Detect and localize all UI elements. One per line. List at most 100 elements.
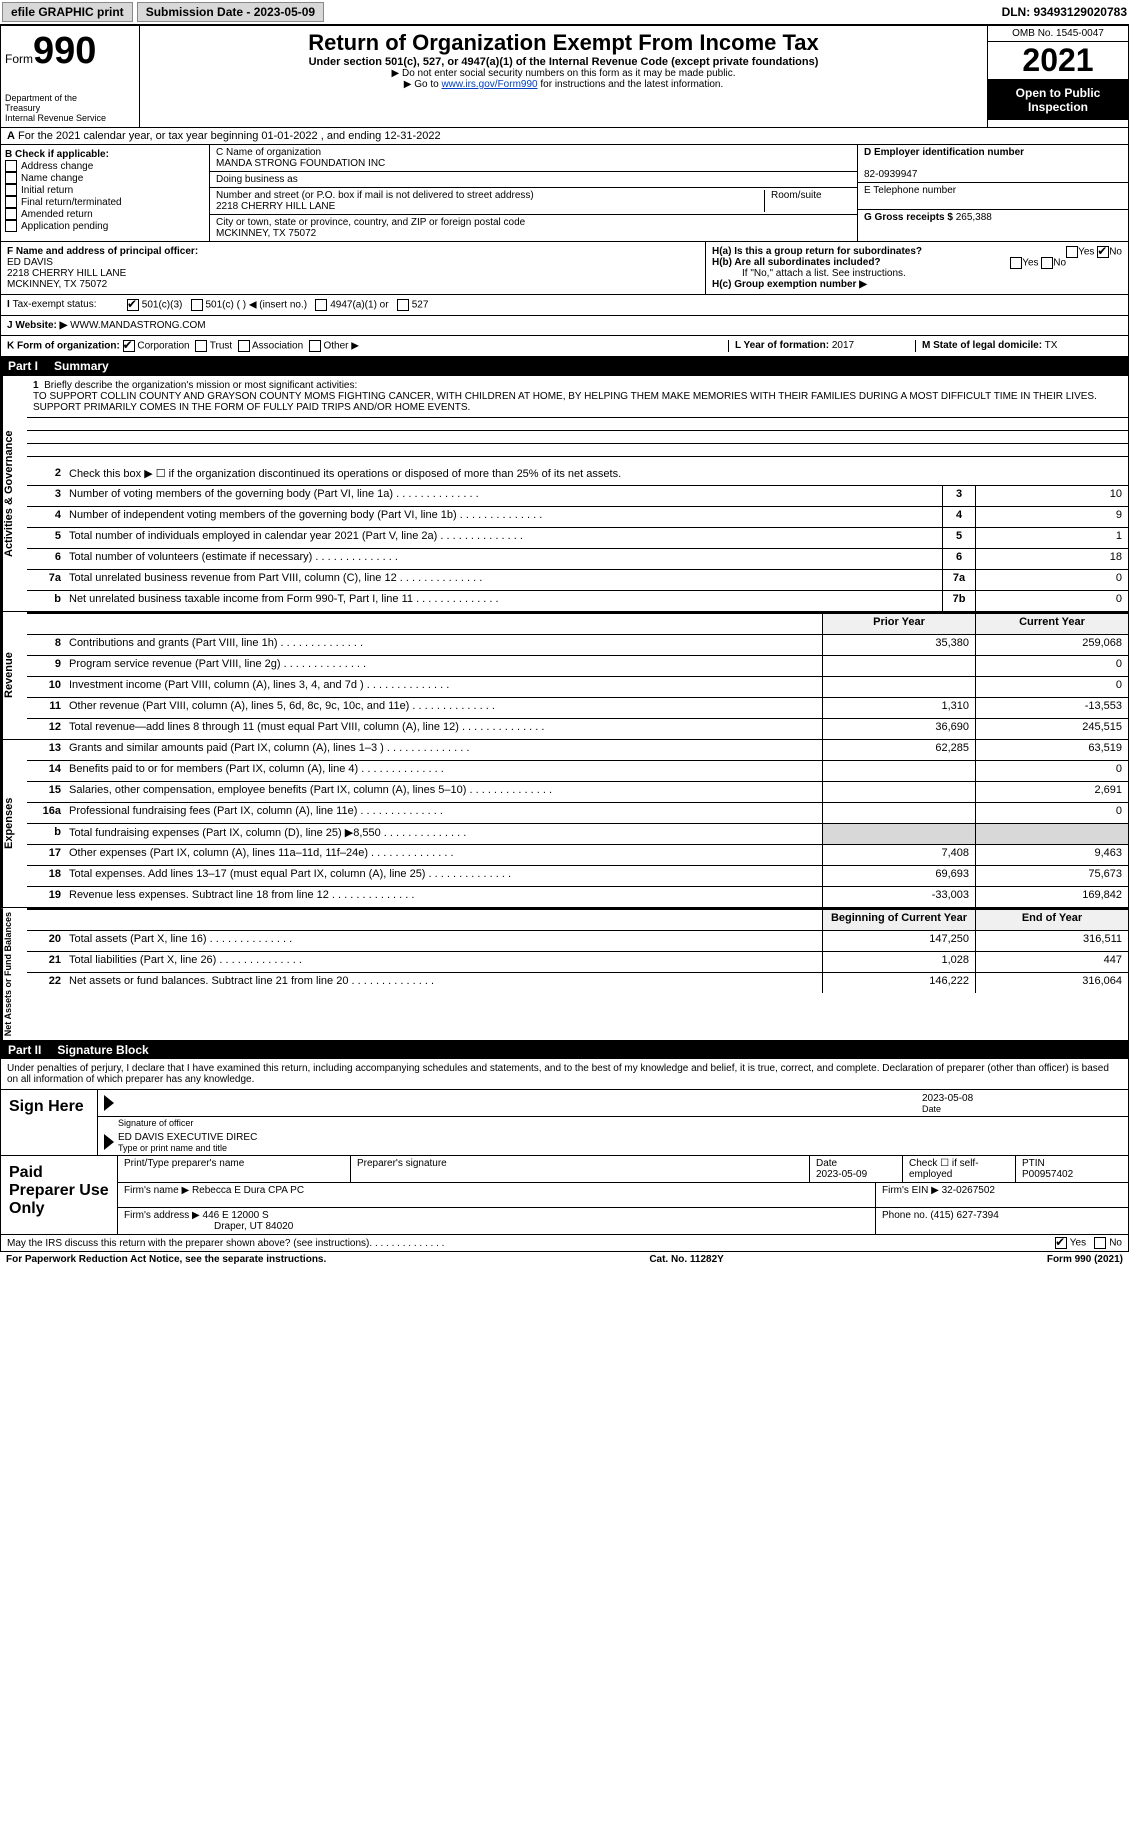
prep-check-label: Check ☐ if self-employed	[903, 1156, 1016, 1182]
table-row: 8Contributions and grants (Part VIII, li…	[27, 635, 1128, 656]
block-bcd: B Check if applicable: Address change Na…	[0, 145, 1129, 242]
chk-4947[interactable]	[315, 299, 327, 311]
section-b: B Check if applicable: Address change Na…	[1, 145, 210, 241]
org-name: MANDA STRONG FOUNDATION INC	[216, 158, 385, 169]
l-value: 2017	[832, 340, 854, 351]
l-label: L Year of formation:	[735, 340, 829, 351]
hb-yes[interactable]	[1010, 257, 1022, 269]
chk-trust[interactable]	[195, 340, 207, 352]
part2-header: Part II Signature Block	[0, 1041, 1129, 1059]
form-footer: Form 990 (2021)	[1047, 1254, 1123, 1265]
net-header: Beginning of Current Year End of Year	[27, 908, 1128, 931]
chk-527[interactable]	[397, 299, 409, 311]
discuss-row: May the IRS discuss this return with the…	[0, 1235, 1129, 1252]
table-row: 15Salaries, other compensation, employee…	[27, 782, 1128, 803]
form-word: Form	[5, 52, 33, 66]
form-title-box: Return of Organization Exempt From Incom…	[140, 26, 987, 127]
signature-block: Under penalties of perjury, I declare th…	[0, 1059, 1129, 1156]
chk-initial-return[interactable]	[5, 184, 17, 196]
vlabel-expenses: Expenses	[1, 740, 27, 907]
sig-arrow-icon-2	[104, 1134, 114, 1150]
chk-amended-return[interactable]	[5, 208, 17, 220]
table-row: 16aProfessional fundraising fees (Part I…	[27, 803, 1128, 824]
discuss-no[interactable]	[1094, 1237, 1106, 1249]
sig-date-label: Date	[922, 1104, 1122, 1114]
part2-label: Signature Block	[57, 1043, 148, 1057]
section-h: H(a) Is this a group return for subordin…	[706, 242, 1128, 294]
discuss-yes[interactable]	[1055, 1237, 1067, 1249]
ag-rows: 1 Briefly describe the organization's mi…	[27, 376, 1128, 611]
hb-label: H(b) Are all subordinates included?	[712, 257, 881, 268]
firm-ein-value: 32-0267502	[942, 1185, 995, 1196]
ptin-value: P00957402	[1022, 1169, 1073, 1180]
room-label: Room/suite	[771, 190, 822, 201]
part1-expenses: Expenses 13Grants and similar amounts pa…	[0, 740, 1129, 908]
street-label: Number and street (or P.O. box if mail i…	[216, 190, 534, 201]
dln-label: DLN: 93493129020783	[1002, 5, 1127, 19]
table-row: 4Number of independent voting members of…	[27, 507, 1128, 528]
cat-text: Cat. No. 11282Y	[649, 1254, 723, 1265]
part1-body: Activities & Governance 1 Briefly descri…	[0, 375, 1129, 612]
row-i: I Tax-exempt status: 501(c)(3) 501(c) ( …	[0, 295, 1129, 316]
table-row: 13Grants and similar amounts paid (Part …	[27, 740, 1128, 761]
firm-addr-label: Firm's address ▶	[124, 1210, 200, 1221]
line-2: 2Check this box ▶ ☐ if the organization …	[27, 465, 1128, 486]
col-prior: Prior Year	[822, 614, 975, 634]
prep-name-label: Print/Type preparer's name	[118, 1156, 351, 1182]
chk-501c3[interactable]	[127, 299, 139, 311]
gross-value: 265,388	[956, 212, 992, 223]
ha-no[interactable]	[1097, 246, 1109, 258]
firm-name-label: Firm's name ▶	[124, 1185, 189, 1196]
ein-value: 82-0939947	[864, 169, 917, 180]
chk-application-pending[interactable]	[5, 220, 17, 232]
prep-phone-label: Phone no.	[882, 1210, 928, 1221]
form-number: 990	[33, 30, 96, 72]
chk-corporation[interactable]	[123, 340, 135, 352]
efile-button[interactable]: efile GRAPHIC print	[2, 2, 133, 22]
chk-association[interactable]	[238, 340, 250, 352]
sig-date-value: 2023-05-08	[922, 1093, 973, 1104]
mission-blank-1	[27, 418, 1128, 431]
instructions-link[interactable]: www.irs.gov/Form990	[441, 79, 537, 90]
prep-sig-label: Preparer's signature	[351, 1156, 810, 1182]
dba-label: Doing business as	[216, 174, 298, 185]
discuss-text: May the IRS discuss this return with the…	[7, 1238, 369, 1249]
exp-rows: 13Grants and similar amounts paid (Part …	[27, 740, 1128, 907]
row-j: J Website: ▶ WWW.MANDASTRONG.COM	[0, 316, 1129, 336]
firm-ein-label: Firm's EIN ▶	[882, 1185, 939, 1196]
submission-date-button[interactable]: Submission Date - 2023-05-09	[137, 2, 324, 22]
chk-501c[interactable]	[191, 299, 203, 311]
officer-addr1: 2218 CHERRY HILL LANE	[7, 268, 126, 279]
table-row: 6Total number of volunteers (estimate if…	[27, 549, 1128, 570]
section-d: D Employer identification number82-09399…	[857, 145, 1128, 241]
sig-arrow-icon	[104, 1095, 114, 1111]
form-year-box: OMB No. 1545-0047 2021 Open to Public In…	[987, 26, 1128, 127]
table-row: 11Other revenue (Part VIII, column (A), …	[27, 698, 1128, 719]
city-label: City or town, state or province, country…	[216, 217, 525, 228]
chk-final-return[interactable]	[5, 196, 17, 208]
section-f: F Name and address of principal officer:…	[1, 242, 706, 294]
city-value: MCKINNEY, TX 75072	[216, 228, 316, 239]
chk-address-change[interactable]	[5, 160, 17, 172]
topbar: efile GRAPHIC print Submission Date - 20…	[0, 0, 1129, 25]
omb-label: OMB No. 1545-0047	[988, 26, 1128, 42]
table-row: bNet unrelated business taxable income f…	[27, 591, 1128, 611]
ssn-note: ▶ Do not enter social security numbers o…	[144, 68, 983, 79]
mission-text: TO SUPPORT COLLIN COUNTY AND GRAYSON COU…	[33, 391, 1097, 413]
b-label: B Check if applicable:	[5, 149, 109, 160]
part1-num: Part I	[8, 359, 38, 373]
firm-addr1: 446 E 12000 S	[203, 1210, 269, 1221]
section-c: C Name of organizationMANDA STRONG FOUND…	[210, 145, 857, 241]
hb-no[interactable]	[1041, 257, 1053, 269]
part1-netassets: Net Assets or Fund Balances Beginning of…	[0, 908, 1129, 1041]
chk-other[interactable]	[309, 340, 321, 352]
table-row: 9Program service revenue (Part VIII, lin…	[27, 656, 1128, 677]
table-row: 3Number of voting members of the governi…	[27, 486, 1128, 507]
form-number-box: Form990 Department of theTreasuryInterna…	[1, 26, 140, 127]
table-row: 21Total liabilities (Part X, line 26)1,0…	[27, 952, 1128, 973]
table-row: bTotal fundraising expenses (Part IX, co…	[27, 824, 1128, 845]
chk-name-change[interactable]	[5, 172, 17, 184]
footer: For Paperwork Reduction Act Notice, see …	[0, 1252, 1129, 1267]
sign-here-label: Sign Here	[1, 1090, 98, 1155]
ha-yes[interactable]	[1066, 246, 1078, 258]
